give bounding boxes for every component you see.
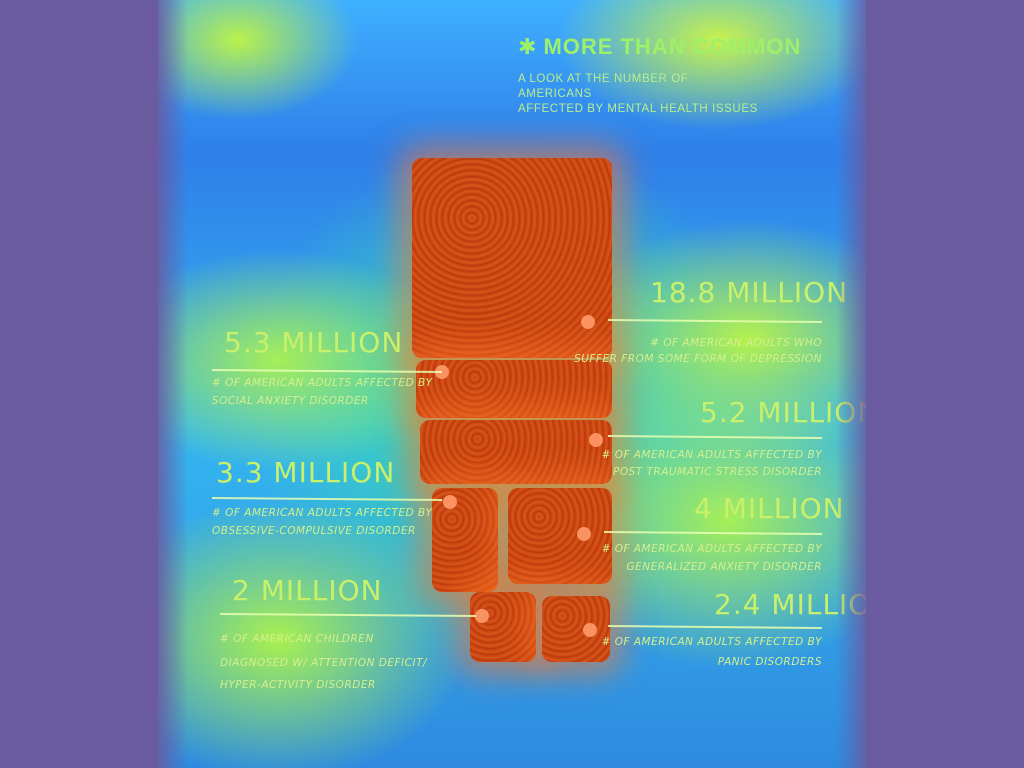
leader-line-panic-disorders	[607, 625, 823, 629]
leader-line-attention-deficit-hyper-activity-disorder	[219, 613, 477, 617]
stat-desc-post-traumatic-stress-disorder-line2: POST TRAUMATIC STRESS DISORDER	[613, 466, 822, 478]
stat-desc-post-traumatic-stress-disorder-line1: # OF AMERICAN ADULTS AFFECTED BY	[602, 449, 823, 461]
poster-subtitle-line1: A LOOK AT THE NUMBER OF AMERICANS	[518, 73, 689, 100]
stat-desc-generalized-anxiety-disorder-line2: GENERALIZED ANXIETY DISORDER	[627, 561, 822, 573]
stat-annotation-panic-disorders: 2.4 MILLION # OF AMERICAN ADULTS AFFECTED…	[583, 588, 866, 668]
stat-value-attention-deficit-hyper-activity-disorder: 2 MILLION	[232, 574, 383, 607]
anchor-dot-depression	[581, 315, 595, 329]
infographic-poster: ✱ MORE THAN COMMON A LOOK AT THE NUMBER O…	[158, 0, 866, 768]
stat-annotation-obsessive-compulsive-disorder: 3.3 MILLION # OF AMERICAN ADULTS AFFECTED…	[211, 456, 457, 537]
noodle-block-ocd	[432, 488, 498, 592]
stat-desc-attention-deficit-hyper-activity-disorder-line2: DIAGNOSED W/ ATTENTION DEFICIT/	[220, 657, 428, 669]
stat-annotation-generalized-anxiety-disorder: 4 MILLION # OF AMERICAN ADULTS AFFECTED B…	[577, 492, 845, 573]
poster-title: ✱ MORE THAN COMMON	[518, 34, 801, 60]
title-block: ✱ MORE THAN COMMON A LOOK AT THE NUMBER O…	[518, 34, 801, 117]
chart-annotations: 18.8 MILLION # OF AMERICAN ADULTS WHO SUFF…	[211, 276, 866, 691]
noodle-block-ptsd	[420, 420, 612, 484]
stat-desc-panic-disorders-line2: PANIC DISORDERS	[718, 656, 822, 668]
poster-title-text: MORE THAN COMMON	[543, 34, 802, 59]
anchor-dot-post-traumatic-stress-disorder	[589, 433, 603, 447]
leader-line-obsessive-compulsive-disorder	[211, 497, 443, 501]
stat-value-obsessive-compulsive-disorder: 3.3 MILLION	[216, 456, 395, 489]
stat-desc-depression-line1: # OF AMERICAN ADULTS WHO	[650, 337, 822, 349]
stat-value-post-traumatic-stress-disorder: 5.2 MILLION	[700, 396, 866, 429]
leader-line-social-anxiety-disorder	[211, 369, 443, 373]
stat-value-depression: 18.8 MILLION	[650, 276, 848, 309]
stat-annotation-depression: 18.8 MILLION # OF AMERICAN ADULTS WHO SUFF…	[574, 276, 848, 365]
noodle-block-depression	[412, 158, 612, 358]
noodle-block-panic	[542, 596, 610, 662]
noodle-block-gad	[508, 488, 612, 584]
asterisk-icon: ✱	[518, 34, 538, 59]
leader-line-depression	[607, 319, 823, 323]
anchor-dot-attention-deficit-hyper-activity-disorder	[475, 609, 489, 623]
leader-line-post-traumatic-stress-disorder	[607, 435, 823, 439]
stat-desc-generalized-anxiety-disorder-line1: # OF AMERICAN ADULTS AFFECTED BY	[602, 543, 823, 555]
stat-annotation-post-traumatic-stress-disorder: 5.2 MILLION # OF AMERICAN ADULTS AFFECTED…	[589, 396, 866, 478]
poster-subtitle-line2: AFFECTED BY MENTAL HEALTH ISSUES	[518, 103, 758, 115]
stat-desc-social-anxiety-disorder-line1: # OF AMERICAN ADULTS AFFECTED BY	[212, 377, 433, 389]
noodle-block-adhd	[470, 592, 536, 662]
stat-annotation-attention-deficit-hyper-activity-disorder: 2 MILLION # OF AMERICAN CHILDREN DIAGNOSED…	[219, 574, 489, 691]
poster-subtitle: A LOOK AT THE NUMBER OF AMERICANS AFFECT…	[518, 72, 758, 117]
noodle-block-social-anxiety	[416, 360, 612, 418]
stat-desc-panic-disorders-line1: # OF AMERICAN ADULTS AFFECTED BY	[602, 636, 823, 648]
anchor-dot-generalized-anxiety-disorder	[577, 527, 591, 541]
stat-value-panic-disorders: 2.4 MILLION	[714, 588, 866, 621]
stat-desc-attention-deficit-hyper-activity-disorder-line1: # OF AMERICAN CHILDREN	[220, 633, 374, 645]
anchor-dot-obsessive-compulsive-disorder	[443, 495, 457, 509]
anchor-dot-panic-disorders	[583, 623, 597, 637]
stat-annotation-social-anxiety-disorder: 5.3 MILLION # OF AMERICAN ADULTS AFFECTED…	[211, 326, 449, 407]
stat-desc-social-anxiety-disorder-line2: SOCIAL ANXIETY DISORDER	[212, 395, 369, 407]
stat-desc-obsessive-compulsive-disorder-line2: OBSESSIVE-COMPULSIVE DISORDER	[212, 525, 416, 537]
stat-value-generalized-anxiety-disorder: 4 MILLION	[694, 492, 845, 525]
stat-desc-attention-deficit-hyper-activity-disorder-line3: HYPER-ACTIVITY DISORDER	[220, 679, 376, 691]
stat-desc-obsessive-compulsive-disorder-line1: # OF AMERICAN ADULTS AFFECTED BY	[212, 507, 433, 519]
stat-desc-depression-line2: SUFFER FROM SOME FORM OF DEPRESSION	[574, 353, 822, 365]
stat-value-social-anxiety-disorder: 5.3 MILLION	[224, 326, 403, 359]
leader-line-generalized-anxiety-disorder	[603, 531, 823, 535]
